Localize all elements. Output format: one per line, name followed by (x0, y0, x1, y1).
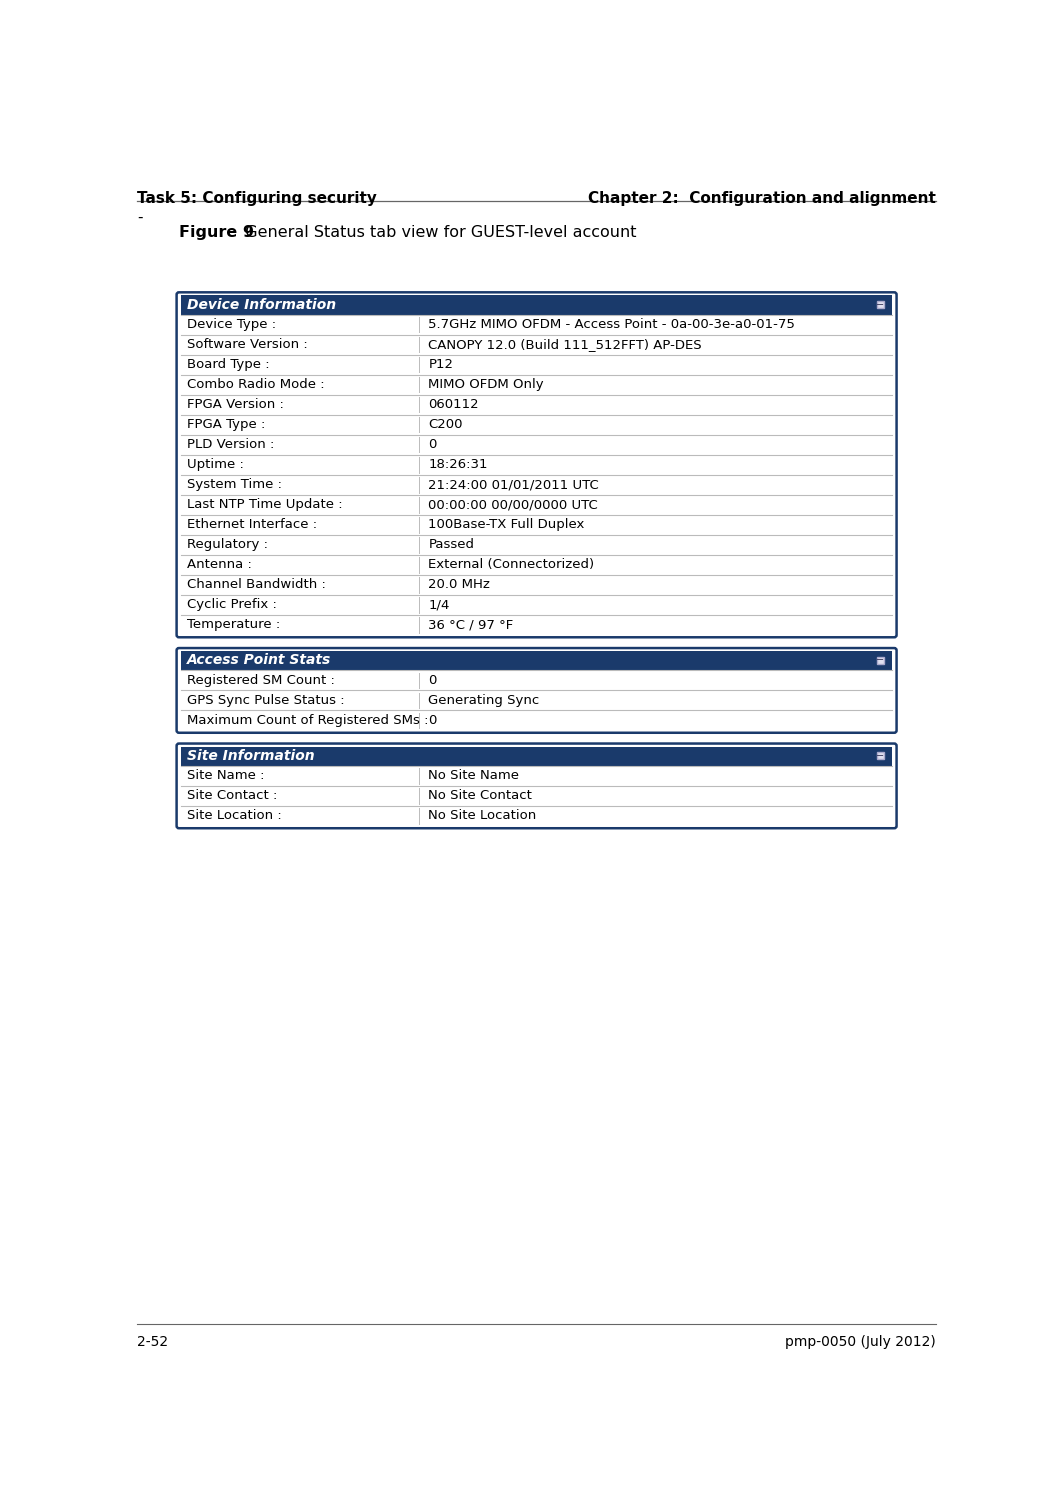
Text: 00:00:00 00/00/0000 UTC: 00:00:00 00/00/0000 UTC (428, 499, 598, 511)
Text: Site Name :: Site Name : (186, 770, 264, 782)
Text: Device Type :: Device Type : (186, 318, 275, 331)
Bar (181, 747, 892, 767)
Text: −: − (876, 655, 885, 665)
Text: C200: C200 (428, 419, 463, 431)
Text: 20.0 MHz: 20.0 MHz (428, 579, 490, 591)
Text: No Site Location: No Site Location (428, 809, 537, 823)
Text: External (Connectorized): External (Connectorized) (428, 558, 595, 572)
Text: Channel Bandwidth :: Channel Bandwidth : (186, 579, 326, 591)
Text: −: − (876, 299, 885, 310)
Text: 0: 0 (428, 714, 437, 727)
Text: Ethernet Interface :: Ethernet Interface : (186, 519, 317, 531)
Text: P12: P12 (428, 358, 453, 372)
Text: FPGA Version :: FPGA Version : (186, 398, 284, 411)
Text: 2-52: 2-52 (137, 1335, 169, 1349)
Text: 1/4: 1/4 (428, 599, 450, 611)
Text: Regulatory :: Regulatory : (186, 538, 268, 552)
Text: Site Location :: Site Location : (186, 809, 282, 823)
Text: Software Version :: Software Version : (186, 339, 308, 351)
Text: Chapter 2:  Configuration and alignment: Chapter 2: Configuration and alignment (588, 191, 936, 206)
FancyBboxPatch shape (177, 292, 896, 637)
Text: System Time :: System Time : (186, 478, 282, 491)
Text: 18:26:31: 18:26:31 (428, 458, 488, 472)
Text: PLD Version :: PLD Version : (186, 438, 274, 451)
Text: General Status tab view for GUEST-level account: General Status tab view for GUEST-level … (235, 225, 637, 240)
Text: CANOPY 12.0 (Build 111_512FFT) AP-DES: CANOPY 12.0 (Build 111_512FFT) AP-DES (428, 339, 703, 351)
Text: 100Base-TX Full Duplex: 100Base-TX Full Duplex (428, 519, 585, 531)
Text: Generating Sync: Generating Sync (428, 694, 539, 708)
Text: Device Information: Device Information (186, 298, 336, 311)
Text: Board Type :: Board Type : (186, 358, 269, 372)
Text: 060112: 060112 (428, 398, 480, 411)
Text: 5.7GHz MIMO OFDM - Access Point - 0a-00-3e-a0-01-75: 5.7GHz MIMO OFDM - Access Point - 0a-00-… (428, 318, 796, 331)
Text: Last NTP Time Update :: Last NTP Time Update : (186, 499, 342, 511)
Text: FPGA Type :: FPGA Type : (186, 419, 265, 431)
Text: GPS Sync Pulse Status :: GPS Sync Pulse Status : (186, 694, 344, 708)
Text: Figure 9: Figure 9 (179, 225, 254, 240)
Text: Maximum Count of Registered SMs :: Maximum Count of Registered SMs : (186, 714, 428, 727)
FancyBboxPatch shape (177, 649, 896, 733)
Text: Passed: Passed (428, 538, 474, 552)
Text: 0: 0 (428, 674, 437, 686)
Text: Access Point Stats: Access Point Stats (186, 653, 331, 667)
Text: -: - (137, 210, 142, 225)
Bar (876, 656, 884, 664)
Bar (876, 753, 884, 759)
Text: Site Information: Site Information (186, 748, 314, 764)
Text: pmp-0050 (July 2012): pmp-0050 (July 2012) (785, 1335, 936, 1349)
Text: 21:24:00 01/01/2011 UTC: 21:24:00 01/01/2011 UTC (428, 478, 599, 491)
Bar (181, 652, 892, 670)
Text: Combo Radio Mode :: Combo Radio Mode : (186, 378, 325, 392)
Text: −: − (876, 751, 885, 761)
Text: Temperature :: Temperature : (186, 618, 280, 632)
Text: 36 °C / 97 °F: 36 °C / 97 °F (428, 618, 514, 632)
Text: No Site Contact: No Site Contact (428, 789, 532, 803)
Text: Registered SM Count :: Registered SM Count : (186, 674, 335, 686)
Bar (181, 295, 892, 314)
Bar (876, 301, 884, 308)
Text: Antenna :: Antenna : (186, 558, 251, 572)
FancyBboxPatch shape (177, 744, 896, 829)
Text: Task 5: Configuring security: Task 5: Configuring security (137, 191, 377, 206)
Text: 0: 0 (428, 438, 437, 451)
Text: Uptime :: Uptime : (186, 458, 244, 472)
Text: MIMO OFDM Only: MIMO OFDM Only (428, 378, 544, 392)
Text: No Site Name: No Site Name (428, 770, 519, 782)
Text: Site Contact :: Site Contact : (186, 789, 277, 803)
Text: Cyclic Prefix :: Cyclic Prefix : (186, 599, 276, 611)
